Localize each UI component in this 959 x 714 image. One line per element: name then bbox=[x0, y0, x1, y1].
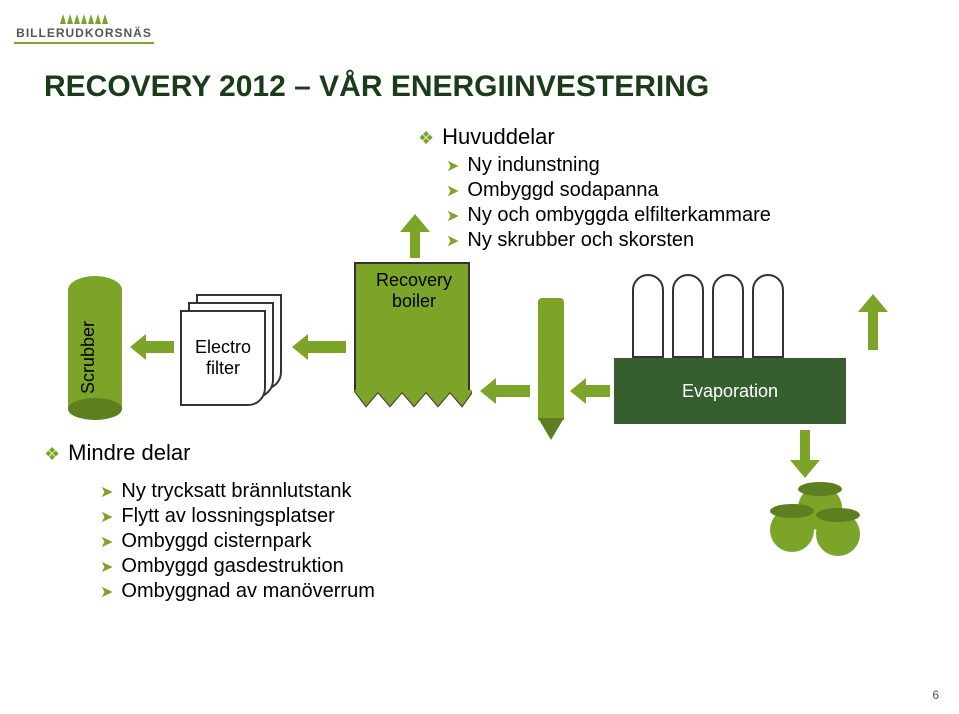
list-heading-text: Huvuddelar bbox=[442, 124, 555, 150]
arrow-bullet-icon: ➤ bbox=[100, 582, 113, 602]
recovery-boiler-label: Recovery boiler bbox=[364, 270, 464, 312]
bullet-icon: ❖ bbox=[418, 128, 434, 149]
arrow-evap-to-pencil bbox=[570, 378, 610, 404]
list-item-text: Ombyggd gasdestruktion bbox=[121, 555, 343, 578]
arrow-rb-up bbox=[400, 214, 430, 258]
list-item-text: Ny skrubber och skorsten bbox=[467, 229, 694, 252]
list-item-text: Ny och ombyggda elfilterkammare bbox=[467, 204, 770, 227]
huvuddelar-list: ❖ Huvuddelar ➤ Ny indunstning ➤ Ombyggd … bbox=[418, 124, 771, 254]
list-item-text: Ombyggd sodapanna bbox=[467, 179, 658, 202]
tower-shape bbox=[672, 274, 704, 358]
list-item-text: Flytt av lossningsplatser bbox=[121, 505, 334, 528]
tower-shape bbox=[712, 274, 744, 358]
arrow-evap-up bbox=[858, 294, 888, 350]
tank-top bbox=[816, 508, 860, 522]
evaporation-box: Evaporation bbox=[614, 358, 846, 424]
liquor-pencil-tip bbox=[538, 418, 564, 440]
arrow-bullet-icon: ➤ bbox=[446, 206, 459, 226]
list-item: ➤ Ny indunstning bbox=[446, 154, 771, 177]
arrow-bullet-icon: ➤ bbox=[446, 181, 459, 201]
logo-underline bbox=[14, 42, 154, 44]
liquor-pencil-shape bbox=[538, 298, 564, 420]
arrow-bullet-icon: ➤ bbox=[100, 532, 113, 552]
list-item: ➤ Ombyggd sodapanna bbox=[446, 179, 771, 202]
logo-text: BILLERUDKORSNÄS bbox=[16, 26, 152, 40]
electro-filter-card: Electro filter bbox=[180, 310, 266, 406]
tank-top bbox=[770, 504, 814, 518]
list-item: ➤ Ny trycksatt brännlutstank bbox=[100, 480, 375, 503]
list-item: ➤ Ombyggd cisternpark bbox=[100, 530, 375, 553]
scrubber-base bbox=[68, 398, 122, 420]
list-item: ➤ Ny skrubber och skorsten bbox=[446, 229, 771, 252]
arrow-bullet-icon: ➤ bbox=[100, 507, 113, 527]
bullet-icon: ❖ bbox=[44, 444, 60, 465]
list-item: ➤ Ombyggnad av manöverrum bbox=[100, 580, 375, 603]
crown-icon bbox=[60, 14, 108, 24]
list-item: ➤ Flytt av lossningsplatser bbox=[100, 505, 375, 528]
arrow-rb-to-ef bbox=[292, 334, 346, 360]
arrow-bullet-icon: ➤ bbox=[100, 557, 113, 577]
list-item: ➤ Ny och ombyggda elfilterkammare bbox=[446, 204, 771, 227]
list-item-text: Ombyggd cisternpark bbox=[121, 530, 311, 553]
electro-filter-label: Electro filter bbox=[186, 337, 260, 379]
scrubber-label: Scrubber bbox=[78, 321, 99, 394]
logo: BILLERUDKORSNÄS bbox=[14, 14, 154, 44]
evaporation-label: Evaporation bbox=[682, 381, 778, 402]
list-heading: ❖ Huvuddelar bbox=[418, 124, 771, 150]
arrow-bullet-icon: ➤ bbox=[100, 482, 113, 502]
tower-shape bbox=[632, 274, 664, 358]
page-title: RECOVERY 2012 – VÅR ENERGIINVESTERING bbox=[44, 70, 709, 104]
mindre-delar-heading: ❖ Mindre delar bbox=[44, 440, 190, 470]
arrow-ef-to-scrubber bbox=[130, 334, 174, 360]
list-item-text: Ny indunstning bbox=[467, 154, 599, 177]
recovery-boiler-zig bbox=[354, 390, 472, 408]
evaporation-towers bbox=[632, 274, 784, 358]
mindre-delar-list: ➤ Ny trycksatt brännlutstank ➤ Flytt av … bbox=[72, 480, 375, 605]
list-heading-text: Mindre delar bbox=[68, 440, 190, 466]
arrow-evap-down bbox=[790, 430, 820, 478]
tank-top bbox=[798, 482, 842, 496]
page-number: 6 bbox=[932, 688, 939, 702]
list-item: ➤ Ombyggd gasdestruktion bbox=[100, 555, 375, 578]
list-item-text: Ombyggnad av manöverrum bbox=[121, 580, 374, 603]
arrow-bullet-icon: ➤ bbox=[446, 231, 459, 251]
list-item-text: Ny trycksatt brännlutstank bbox=[121, 480, 351, 503]
arrow-pencil-to-rb bbox=[480, 378, 530, 404]
arrow-bullet-icon: ➤ bbox=[446, 156, 459, 176]
tower-shape bbox=[752, 274, 784, 358]
